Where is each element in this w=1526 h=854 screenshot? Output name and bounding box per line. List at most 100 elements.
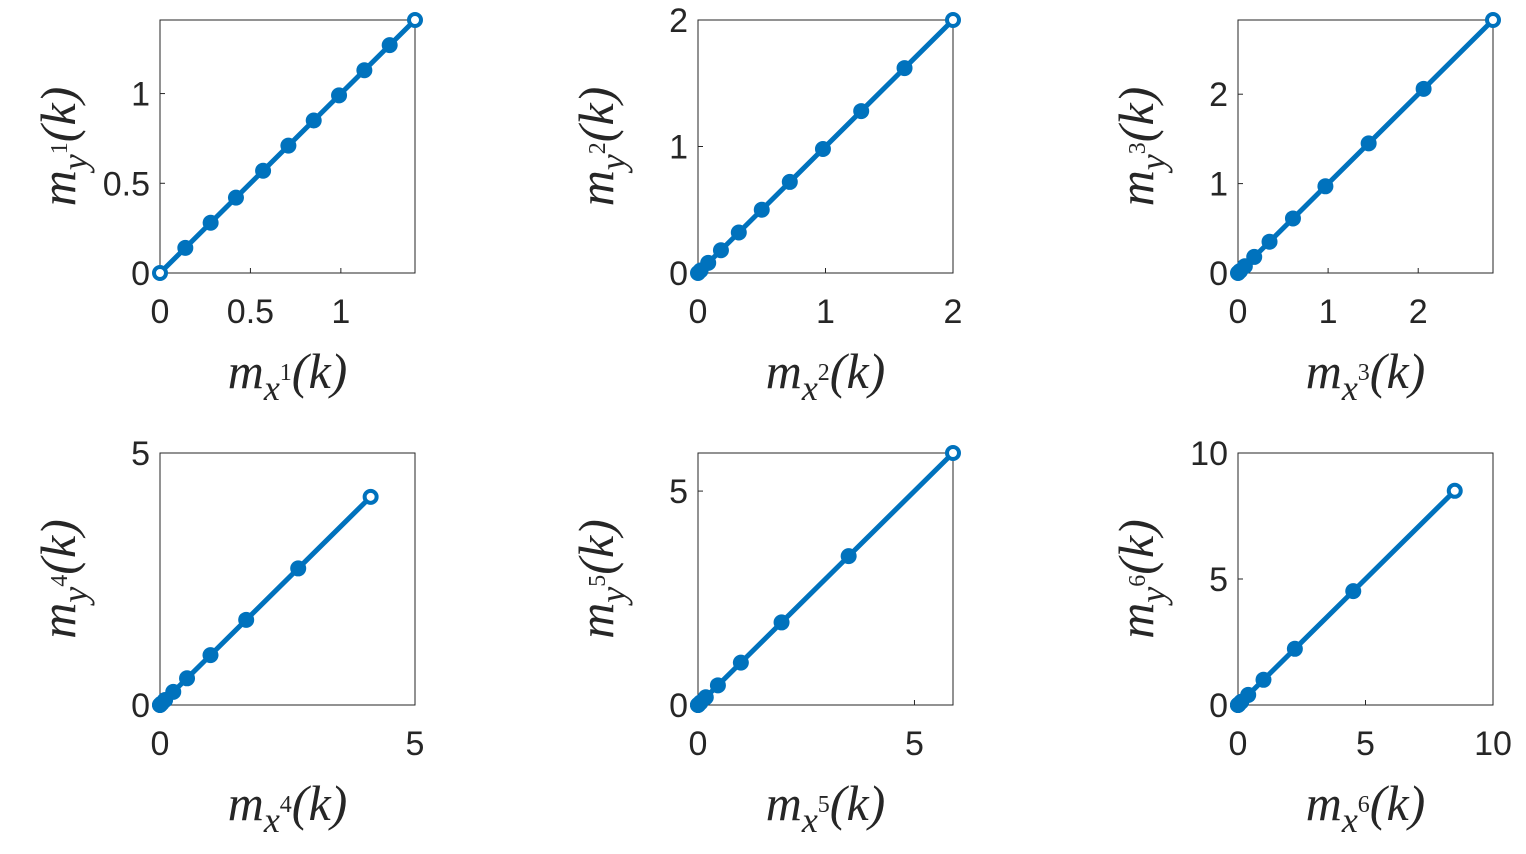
data-point [814,141,831,158]
data-point [781,173,798,190]
axis-label: mx2(k) [766,343,886,408]
y-tick-label: 0 [131,687,150,725]
data-point [1360,135,1377,152]
axis-label: my2(k) [568,87,633,207]
label-arg: (k) [830,343,886,399]
label-sup: 2 [585,142,611,154]
label-base: m [568,170,624,206]
label-base: m [1108,603,1164,639]
axis-label: my3(k) [1108,87,1173,207]
data-point [177,239,194,256]
x-tick-label: 0 [151,725,170,763]
y-tick-label: 0 [669,687,688,725]
y-tick-label: 1 [669,129,688,167]
x-tick-label: 5 [406,725,425,763]
y-tick-label: 0 [1209,255,1228,293]
axes-box [1237,19,1494,274]
label-base: m [1108,170,1164,206]
axis-label: mx4(k) [228,775,348,840]
axis-label: my5(k) [568,519,633,639]
label-arg: (k) [30,87,86,143]
y-tick-label: 0.5 [103,165,150,203]
label-sup: 5 [585,575,611,587]
data-point [697,689,714,706]
x-tick-label: 1 [1319,293,1338,331]
data-point [1246,248,1263,265]
data-point [1485,12,1501,28]
data-point [732,654,749,671]
label-sub: y [1133,154,1173,173]
label-arg: (k) [292,775,348,831]
label-sub: x [263,800,280,840]
y-tick-label: 5 [1209,561,1228,599]
axes-box [697,452,954,706]
axis-label: mx5(k) [766,775,886,840]
label-arg: (k) [292,343,348,399]
data-point [1261,233,1278,250]
label-sup: 3 [1358,360,1370,386]
data-point [773,614,790,631]
label-arg: (k) [30,519,86,575]
label-sub: x [263,368,280,408]
label-arg: (k) [1370,343,1426,399]
y-tick-label: 1 [1209,166,1228,204]
data-point [356,62,373,79]
data-point [202,214,219,231]
data-point [1255,671,1272,688]
x-tick-label: 2 [1409,293,1428,331]
label-sup: 2 [818,360,830,386]
y-tick-label: 5 [669,473,688,511]
axis-label: my6(k) [1108,519,1173,639]
label-arg: (k) [830,775,886,831]
data-point [255,162,272,179]
data-point [753,201,770,218]
axes-box [159,452,416,706]
data-point [362,488,379,505]
x-tick-label: 0 [151,293,170,331]
label-sup: 4 [47,575,73,587]
x-tick-label: 5 [1356,725,1375,763]
label-sub: x [801,368,818,408]
label-sup: 4 [280,792,292,818]
data-point [945,445,961,461]
data-point [179,670,196,687]
data-point [1284,210,1301,227]
data-point [1345,583,1362,600]
data-point [709,677,726,694]
data-point [202,647,219,664]
label-sub: y [593,154,633,173]
y-tick-label: 5 [131,435,150,473]
data-point [896,60,913,77]
label-arg: (k) [1370,775,1426,831]
data-point [331,87,348,104]
label-base: m [228,343,264,399]
label-sub: y [55,587,95,606]
y-tick-label: 0 [1209,687,1228,725]
axes-box [159,19,416,274]
x-tick-label: 0.5 [227,293,274,331]
label-arg: (k) [1108,519,1164,575]
data-point [1317,178,1334,195]
axis-label: mx1(k) [228,343,348,408]
data-point [730,224,747,241]
label-base: m [568,603,624,639]
data-point [700,254,717,271]
data-point [280,137,297,154]
data-line [1236,489,1457,707]
label-sup: 3 [1125,142,1151,154]
data-point [712,242,729,259]
label-base: m [1306,343,1342,399]
data-point [1240,686,1257,703]
label-sup: 6 [1358,792,1370,818]
data-point [1286,640,1303,657]
label-base: m [228,775,264,831]
x-tick-label: 2 [944,293,963,331]
label-sup: 1 [280,360,292,386]
label-sub: y [1133,587,1173,606]
x-tick-label: 0 [1229,293,1248,331]
y-tick-label: 0 [669,255,688,293]
